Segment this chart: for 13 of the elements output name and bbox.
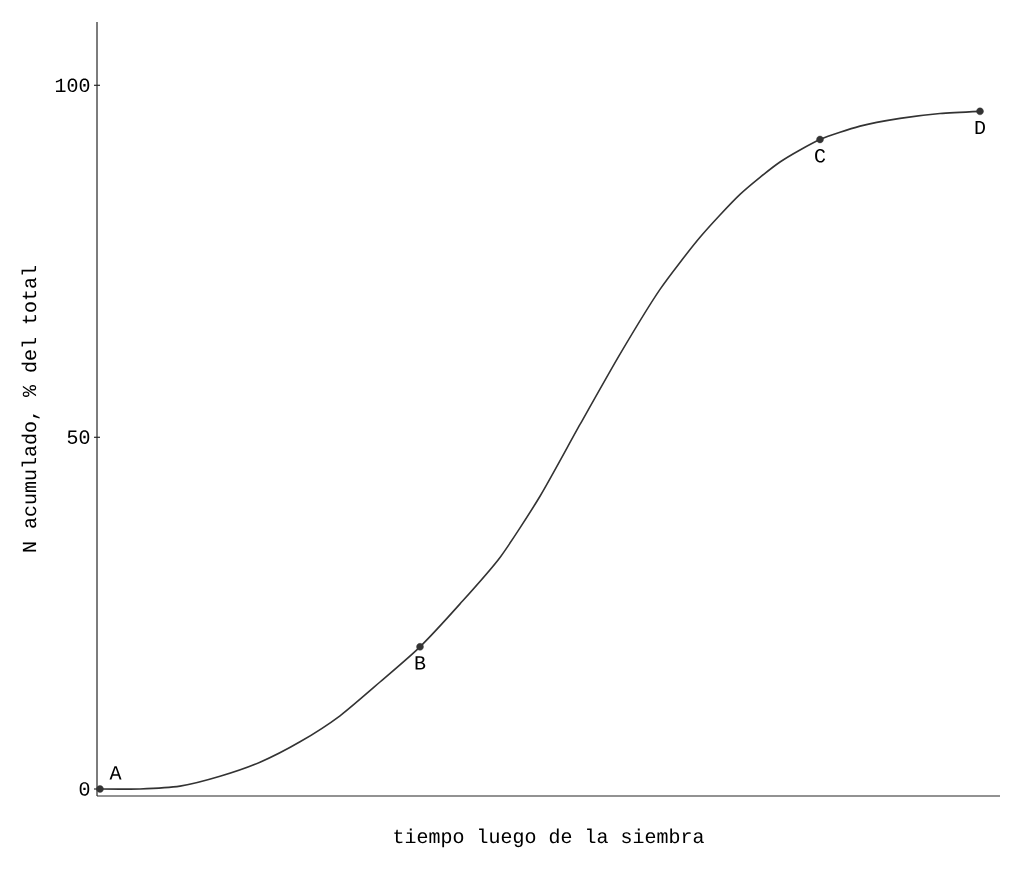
data-label: B	[415, 656, 426, 670]
point	[976, 107, 984, 116]
y-tick-label: 50	[67, 430, 90, 444]
x-axis-title: tiempo luego de la siembra	[394, 828, 704, 848]
y-tick-label: 0	[79, 782, 90, 796]
point	[96, 785, 104, 793]
point	[816, 135, 824, 144]
y-tick-label: 100	[55, 78, 90, 93]
y-axis-title: N acumulado, % del total	[21, 266, 40, 552]
data-label: D	[975, 120, 985, 135]
data-label: C	[815, 149, 826, 163]
point	[416, 643, 424, 651]
data-label: A	[109, 766, 122, 780]
